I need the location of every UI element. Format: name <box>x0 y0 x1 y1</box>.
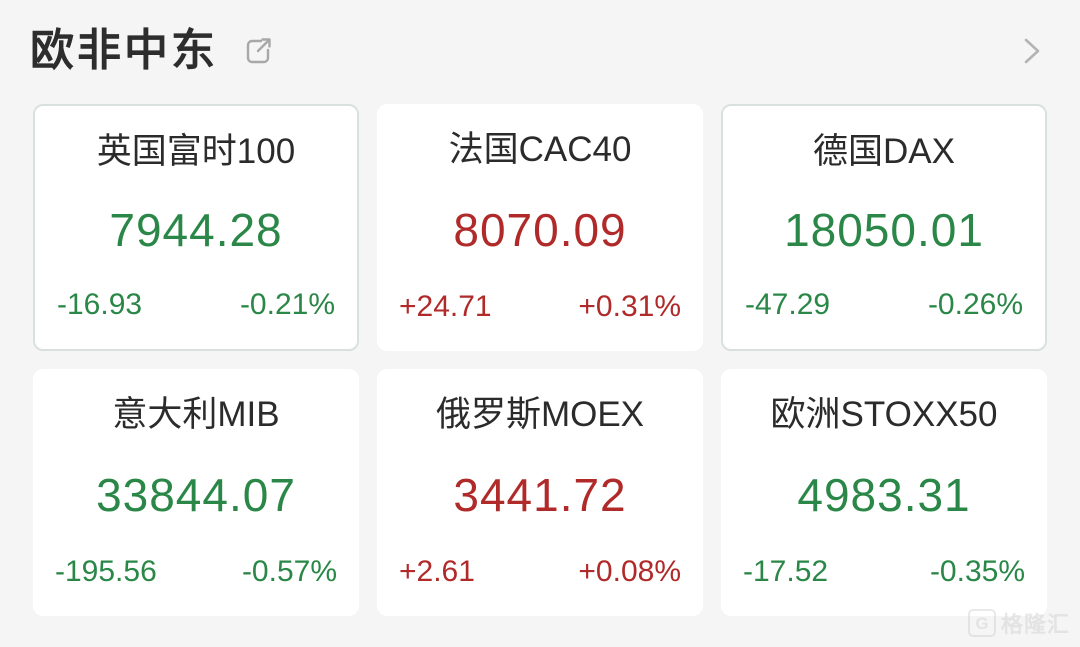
index-change-pct: -0.35% <box>929 555 1025 589</box>
index-card-ftse100[interactable]: 英国富时100 7944.28 -16.93 -0.21% <box>33 104 359 351</box>
share-icon <box>239 32 277 70</box>
index-name: 德国DAX <box>813 132 955 171</box>
index-change-row: -195.56 -0.57% <box>55 556 337 588</box>
index-change-row: +24.71 +0.31% <box>399 291 681 323</box>
index-change: +2.61 <box>399 555 475 589</box>
index-change-pct: -0.26% <box>927 288 1023 322</box>
section-header: 欧非中东 <box>0 0 1080 100</box>
index-change-row: -16.93 -0.21% <box>57 289 335 321</box>
index-card-dax[interactable]: 德国DAX 18050.01 -47.29 -0.26% <box>721 104 1047 351</box>
index-name: 意大利MIB <box>112 395 280 434</box>
index-card-moex[interactable]: 俄罗斯MOEX 3441.72 +2.61 +0.08% <box>377 369 703 616</box>
index-name: 法国CAC40 <box>448 130 632 169</box>
index-change: -17.52 <box>743 555 829 589</box>
index-change-pct: -0.21% <box>239 288 335 322</box>
index-change-pct: -0.57% <box>241 555 337 589</box>
index-price: 4983.31 <box>797 469 971 522</box>
chevron-right-icon <box>1017 34 1047 68</box>
index-price: 8070.09 <box>453 204 627 257</box>
section-title: 欧非中东 <box>30 26 218 75</box>
index-change-row: +2.61 +0.08% <box>399 556 681 588</box>
index-card-cac40[interactable]: 法国CAC40 8070.09 +24.71 +0.31% <box>377 104 703 351</box>
index-change: +24.71 <box>399 290 492 324</box>
index-price: 3441.72 <box>453 469 627 522</box>
index-name: 欧洲STOXX50 <box>770 395 998 434</box>
index-change-pct: +0.08% <box>578 555 681 589</box>
index-name: 俄罗斯MOEX <box>435 395 645 434</box>
expand-region-button[interactable] <box>1014 31 1050 71</box>
index-change: -47.29 <box>745 288 831 322</box>
share-button[interactable] <box>238 31 278 71</box>
index-card-mib[interactable]: 意大利MIB 33844.07 -195.56 -0.57% <box>33 369 359 616</box>
index-name: 英国富时100 <box>96 132 296 171</box>
index-card-stoxx50[interactable]: 欧洲STOXX50 4983.31 -17.52 -0.35% <box>721 369 1047 616</box>
index-change-row: -17.52 -0.35% <box>743 556 1025 588</box>
index-price: 33844.07 <box>96 469 296 522</box>
index-price: 7944.28 <box>109 204 283 257</box>
index-change-pct: +0.31% <box>578 290 681 324</box>
index-change: -16.93 <box>57 288 143 322</box>
index-price: 18050.01 <box>784 204 984 257</box>
index-card-grid: 英国富时100 7944.28 -16.93 -0.21% 法国CAC40 80… <box>0 100 1080 616</box>
index-change-row: -47.29 -0.26% <box>745 289 1023 321</box>
index-change: -195.56 <box>55 555 157 589</box>
